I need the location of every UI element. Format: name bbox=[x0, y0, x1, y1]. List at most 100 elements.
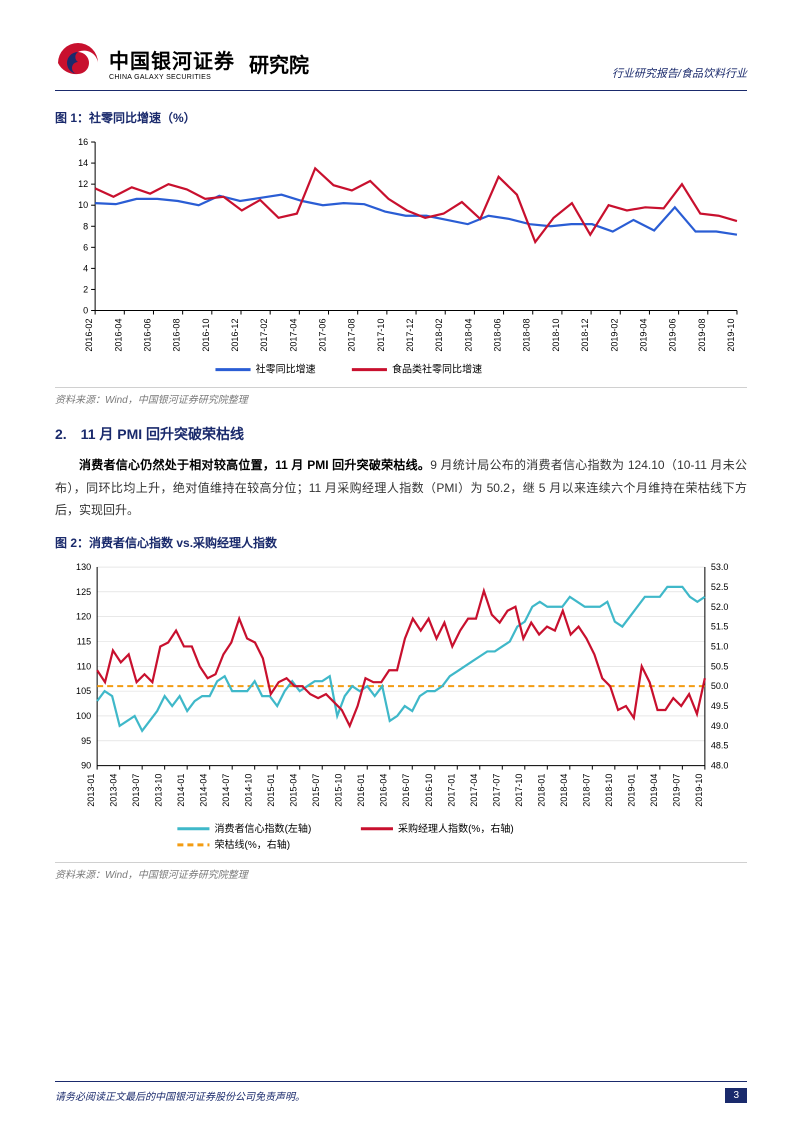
svg-text:2015-10: 2015-10 bbox=[334, 774, 344, 807]
svg-text:2013-07: 2013-07 bbox=[131, 774, 141, 807]
svg-text:2017-10: 2017-10 bbox=[514, 774, 524, 807]
svg-text:2018-08: 2018-08 bbox=[522, 319, 532, 352]
svg-text:2013-10: 2013-10 bbox=[154, 774, 164, 807]
svg-text:2017-04: 2017-04 bbox=[288, 319, 298, 352]
header-divider bbox=[55, 90, 747, 91]
footer-disclaimer: 请务必阅读正文最后的中国银河证券股份公司免责声明。 bbox=[55, 1088, 305, 1103]
svg-text:48.0: 48.0 bbox=[711, 761, 729, 771]
svg-text:52.5: 52.5 bbox=[711, 582, 729, 592]
svg-text:2018-10: 2018-10 bbox=[604, 774, 614, 807]
svg-text:荣枯线(%，右轴): 荣枯线(%，右轴) bbox=[214, 838, 290, 851]
svg-text:100: 100 bbox=[76, 711, 91, 721]
fig2-svg: 909510010511011512012513048.048.549.049.… bbox=[55, 557, 747, 858]
svg-text:2015-07: 2015-07 bbox=[311, 774, 321, 807]
svg-text:51.5: 51.5 bbox=[711, 622, 729, 632]
svg-text:2015-01: 2015-01 bbox=[266, 774, 276, 807]
svg-text:2019-10: 2019-10 bbox=[726, 319, 736, 352]
svg-text:2018-10: 2018-10 bbox=[551, 319, 561, 352]
svg-text:2019-01: 2019-01 bbox=[626, 774, 636, 807]
svg-text:50.0: 50.0 bbox=[711, 681, 729, 691]
svg-text:消费者信心指数(左轴): 消费者信心指数(左轴) bbox=[214, 822, 311, 835]
svg-text:食品类社零同比增速: 食品类社零同比增速 bbox=[392, 363, 482, 376]
svg-text:105: 105 bbox=[76, 686, 91, 696]
fig2-source: 资料来源：Wind，中国银河证券研究院整理 bbox=[55, 862, 747, 881]
svg-text:2019-08: 2019-08 bbox=[697, 319, 707, 352]
svg-text:8: 8 bbox=[83, 221, 88, 231]
svg-text:130: 130 bbox=[76, 562, 91, 572]
svg-text:2016-10: 2016-10 bbox=[424, 774, 434, 807]
svg-text:2019-02: 2019-02 bbox=[609, 319, 619, 352]
svg-text:2016-06: 2016-06 bbox=[142, 319, 152, 352]
svg-text:2016-02: 2016-02 bbox=[84, 319, 94, 352]
svg-text:95: 95 bbox=[81, 736, 91, 746]
svg-text:2018-02: 2018-02 bbox=[434, 319, 444, 352]
svg-text:2016-10: 2016-10 bbox=[201, 319, 211, 352]
fig1-title: 图 1：社零同比增速（%） bbox=[55, 109, 747, 126]
svg-text:2018-06: 2018-06 bbox=[493, 319, 503, 352]
header: 中国银河证券 CHINA GALAXY SECURITIES 研究院 行业研究报… bbox=[55, 40, 747, 86]
svg-text:2018-04: 2018-04 bbox=[559, 774, 569, 807]
svg-text:6: 6 bbox=[83, 242, 88, 252]
fig1-source: 资料来源：Wind，中国银河证券研究院整理 bbox=[55, 387, 747, 406]
footer-divider bbox=[55, 1081, 747, 1082]
svg-text:社零同比增速: 社零同比增速 bbox=[256, 363, 316, 376]
svg-text:2013-01: 2013-01 bbox=[86, 774, 96, 807]
svg-text:52.0: 52.0 bbox=[711, 602, 729, 612]
section2-head: 2. 11 月 PMI 回升突破荣枯线 bbox=[55, 424, 747, 444]
section2-para-bold: 消费者信心仍然处于相对较高位置，11 月 PMI 回升突破荣枯线。 bbox=[79, 458, 430, 472]
svg-text:50.5: 50.5 bbox=[711, 661, 729, 671]
svg-text:2019-10: 2019-10 bbox=[694, 774, 704, 807]
svg-text:2019-07: 2019-07 bbox=[671, 774, 681, 807]
svg-text:2014-07: 2014-07 bbox=[221, 774, 231, 807]
svg-text:2018-12: 2018-12 bbox=[580, 319, 590, 352]
svg-text:2013-04: 2013-04 bbox=[109, 774, 119, 807]
svg-text:2019-04: 2019-04 bbox=[638, 319, 648, 352]
header-category: 行业研究报告/食品饮料行业 bbox=[612, 65, 747, 81]
svg-text:2017-07: 2017-07 bbox=[491, 774, 501, 807]
svg-text:2016-01: 2016-01 bbox=[356, 774, 366, 807]
svg-text:2015-04: 2015-04 bbox=[289, 774, 299, 807]
svg-text:2014-04: 2014-04 bbox=[199, 774, 209, 807]
logo-text: 中国银河证券 CHINA GALAXY SECURITIES bbox=[109, 45, 235, 81]
svg-text:2016-08: 2016-08 bbox=[172, 319, 182, 352]
svg-text:49.5: 49.5 bbox=[711, 701, 729, 711]
logo: 中国银河证券 CHINA GALAXY SECURITIES 研究院 bbox=[55, 40, 309, 86]
svg-text:2017-12: 2017-12 bbox=[405, 319, 415, 352]
svg-text:120: 120 bbox=[76, 612, 91, 622]
svg-text:49.0: 49.0 bbox=[711, 721, 729, 731]
svg-text:2017-06: 2017-06 bbox=[318, 319, 328, 352]
svg-text:2014-01: 2014-01 bbox=[176, 774, 186, 807]
svg-text:2018-01: 2018-01 bbox=[536, 774, 546, 807]
svg-text:2019-04: 2019-04 bbox=[649, 774, 659, 807]
logo-cn: 中国银河证券 bbox=[109, 45, 235, 74]
svg-text:2016-04: 2016-04 bbox=[379, 774, 389, 807]
svg-text:14: 14 bbox=[78, 158, 88, 168]
svg-text:90: 90 bbox=[81, 761, 91, 771]
svg-text:2018-04: 2018-04 bbox=[463, 319, 473, 352]
svg-text:2019-06: 2019-06 bbox=[668, 319, 678, 352]
fig2-chart: 909510010511011512012513048.048.549.049.… bbox=[55, 557, 747, 858]
svg-text:2017-08: 2017-08 bbox=[347, 319, 357, 352]
svg-text:2016-07: 2016-07 bbox=[401, 774, 411, 807]
svg-text:2: 2 bbox=[83, 284, 88, 294]
svg-text:2016-04: 2016-04 bbox=[113, 319, 123, 352]
svg-text:16: 16 bbox=[78, 137, 88, 147]
fig1-svg: 02468101214162016-022016-042016-062016-0… bbox=[55, 132, 747, 383]
fig1-chart: 02468101214162016-022016-042016-062016-0… bbox=[55, 132, 747, 383]
logo-suffix: 研究院 bbox=[249, 49, 309, 78]
svg-text:115: 115 bbox=[77, 637, 91, 647]
svg-text:48.5: 48.5 bbox=[711, 741, 729, 751]
svg-text:2018-07: 2018-07 bbox=[581, 774, 591, 807]
svg-text:2017-01: 2017-01 bbox=[446, 774, 456, 807]
page-number: 3 bbox=[725, 1088, 747, 1103]
svg-text:2017-10: 2017-10 bbox=[376, 319, 386, 352]
svg-text:51.0: 51.0 bbox=[711, 642, 729, 652]
logo-en: CHINA GALAXY SECURITIES bbox=[109, 74, 235, 81]
svg-text:125: 125 bbox=[76, 587, 91, 597]
svg-text:2017-04: 2017-04 bbox=[469, 774, 479, 807]
svg-text:4: 4 bbox=[83, 263, 88, 273]
svg-text:2017-02: 2017-02 bbox=[259, 319, 269, 352]
svg-text:53.0: 53.0 bbox=[711, 562, 729, 572]
section2-para: 消费者信心仍然处于相对较高位置，11 月 PMI 回升突破荣枯线。9 月统计局公… bbox=[55, 454, 747, 522]
svg-text:采购经理人指数(%，右轴): 采购经理人指数(%，右轴) bbox=[398, 822, 514, 835]
